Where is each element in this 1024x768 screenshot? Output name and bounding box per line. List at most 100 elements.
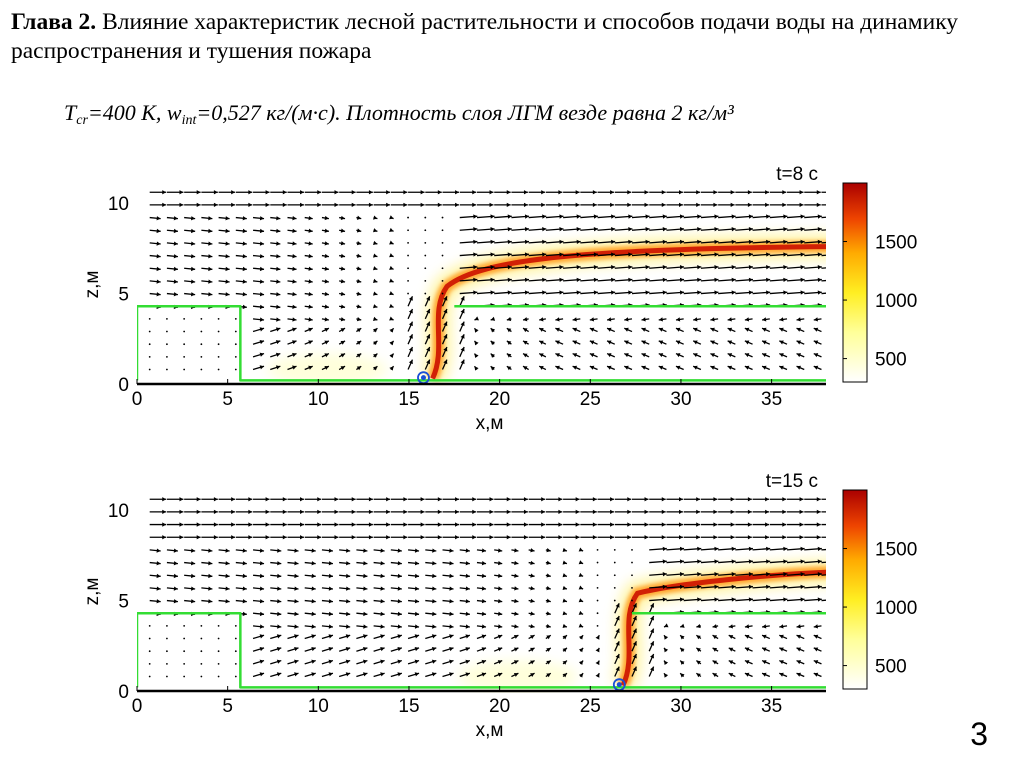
velocity-arrow-head — [592, 497, 597, 502]
velocity-arrow-head — [292, 304, 297, 309]
velocity-arrow-head — [242, 573, 247, 579]
velocity-arrow-head — [730, 190, 735, 195]
velocity-arrow-head — [650, 666, 654, 672]
velocity-arrow-head — [766, 265, 771, 270]
velocity-arrow-head — [834, 510, 838, 514]
velocity-arrow — [821, 574, 826, 576]
velocity-arrow-head — [276, 304, 281, 310]
velocity-arrow-head — [292, 317, 297, 322]
velocity-arrow-head — [644, 190, 649, 195]
velocity-arrow-head — [455, 509, 460, 515]
velocity-dot — [234, 317, 237, 320]
velocity-arrow-head — [747, 535, 752, 540]
velocity-arrow-head — [762, 634, 767, 639]
velocity-arrow-head — [328, 573, 333, 579]
velocity-arrow-head — [530, 598, 535, 604]
velocity-arrow-head — [497, 672, 503, 677]
velocity-arrow-head — [437, 535, 442, 540]
velocity-arrow-head — [292, 279, 297, 284]
velocity-arrow-head — [730, 509, 735, 515]
velocity-dot — [200, 675, 203, 678]
velocity-arrow-head — [356, 304, 362, 309]
velocity-arrow-head — [593, 227, 598, 232]
velocity-arrow-head — [473, 290, 478, 295]
velocity-arrow-head — [675, 340, 681, 345]
velocity-arrow-head — [472, 190, 477, 195]
velocity-arrow-head — [800, 559, 805, 564]
velocity-arrow-head — [276, 659, 282, 664]
velocity-arrow-head — [627, 535, 632, 540]
velocity-arrow-head — [506, 353, 512, 358]
velocity-arrow-head — [555, 340, 560, 345]
velocity-arrow-head — [546, 560, 551, 565]
velocity-arrow-head — [624, 340, 629, 345]
velocity-arrow-head — [779, 624, 784, 629]
velocity-arrow-head — [356, 353, 362, 358]
velocity-arrow-head — [340, 228, 346, 233]
velocity-arrow-head — [472, 509, 477, 515]
velocity-arrow-head — [324, 215, 329, 221]
velocity-arrow-head — [710, 365, 715, 370]
velocity-arrow-head — [324, 228, 329, 233]
velocity-arrow-head — [632, 628, 637, 634]
velocity-arrow-head — [449, 624, 454, 629]
velocity-dot — [613, 586, 616, 589]
w-value: =0,527 кг/(м·с). Плотность слоя ЛГМ везд… — [196, 100, 734, 125]
y-axis-label: z,м — [82, 271, 103, 299]
velocity-arrow-head — [779, 340, 784, 345]
velocity-arrow-head — [546, 573, 551, 578]
velocity-arrow-head — [607, 365, 612, 370]
y-tick-label: 5 — [118, 285, 129, 306]
x-tick-label: 35 — [761, 696, 782, 717]
velocity-arrow-head — [779, 634, 784, 639]
velocity-arrow-head — [661, 509, 666, 515]
velocity-arrow-head — [397, 561, 402, 566]
velocity-arrow-head — [308, 340, 313, 345]
velocity-arrow-head — [748, 559, 753, 564]
velocity-arrow-head — [782, 522, 787, 527]
velocity-arrow-head — [644, 202, 649, 208]
velocity-arrow-head — [816, 535, 821, 540]
velocity-arrow-head — [782, 202, 787, 208]
velocity-arrow-head — [432, 548, 437, 553]
velocity-arrow-head — [575, 535, 580, 540]
velocity-arrow-head — [490, 366, 496, 371]
velocity-arrow-head — [697, 252, 702, 257]
velocity-arrow-head — [408, 346, 413, 352]
velocity-dot — [596, 574, 599, 577]
velocity-arrow-head — [173, 279, 178, 284]
velocity-arrow-head — [765, 497, 770, 502]
velocity-arrow-head — [539, 328, 544, 332]
velocity-arrow-head — [426, 296, 431, 301]
velocity-arrow — [821, 267, 826, 269]
plot-area — [137, 497, 838, 693]
velocity-arrow-head — [294, 659, 299, 664]
velocity-arrow-head — [426, 308, 431, 314]
velocity-dot — [631, 574, 633, 577]
velocity-arrow-head — [340, 366, 346, 371]
velocity-arrow-head — [817, 214, 822, 219]
velocity-arrow-head — [592, 535, 597, 540]
velocity-arrow-head — [679, 584, 685, 590]
velocity-arrow-head — [334, 190, 339, 195]
velocity-arrow-head — [242, 599, 247, 604]
velocity-arrow-head — [610, 522, 615, 527]
velocity-arrow-head — [481, 611, 487, 616]
velocity-arrow-head — [593, 252, 598, 257]
velocity-arrow-head — [259, 327, 265, 332]
velocity-dot — [441, 279, 444, 282]
velocity-arrow-head — [744, 672, 750, 677]
velocity-arrow-head — [766, 290, 771, 295]
velocity-arrow-head — [259, 646, 265, 652]
velocity-arrow-head — [308, 365, 313, 370]
velocity-arrow-head — [796, 672, 802, 677]
velocity-arrow-head — [380, 672, 385, 677]
velocity-arrow-head — [351, 190, 356, 195]
velocity-dot — [424, 229, 427, 232]
velocity-arrow-head — [714, 559, 719, 564]
velocity-arrow-head — [373, 253, 378, 258]
velocity-arrow-head — [748, 546, 753, 552]
velocity-arrow-head — [432, 599, 437, 604]
velocity-arrow-head — [490, 328, 496, 333]
velocity-arrow-head — [300, 190, 304, 195]
